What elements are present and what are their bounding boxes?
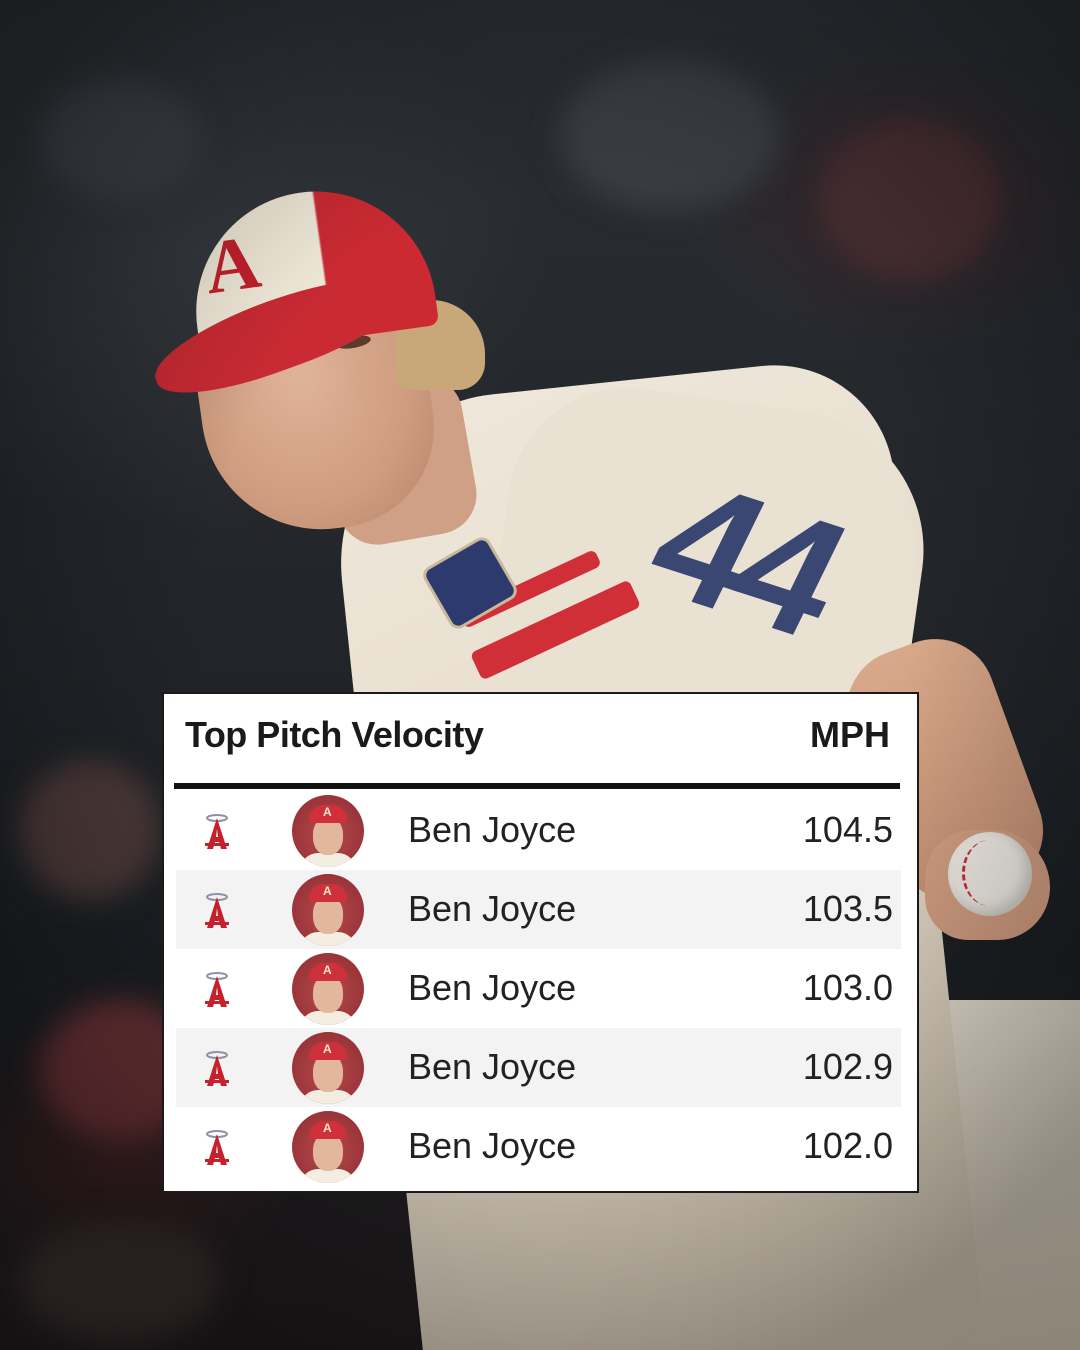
player-name: Ben Joyce [408,809,577,850]
player-avatar [292,953,364,1025]
angels-logo-icon [205,1130,229,1165]
angels-logo-icon [205,814,229,849]
player-avatar [292,1111,364,1183]
card-title: Top Pitch Velocity [185,714,484,755]
table-row: Ben Joyce 102.9 [176,1028,901,1107]
player-name: Ben Joyce [408,1046,577,1087]
velocity-value: 103.5 [802,888,893,929]
velocity-value: 103.0 [802,967,893,1008]
table-row: Ben Joyce 102.0 [176,1107,901,1186]
angels-logo-icon [205,1051,229,1086]
velocity-value: 102.9 [802,1046,893,1087]
header-divider [174,783,900,789]
player-avatar [292,874,364,946]
player-name: Ben Joyce [408,967,577,1008]
player-name: Ben Joyce [408,1125,577,1166]
table-row: Ben Joyce 103.5 [176,870,901,949]
player-name: Ben Joyce [408,888,577,929]
velocity-value: 104.5 [802,809,893,850]
unit-header: MPH [810,714,890,755]
player-avatar [292,795,364,867]
angels-logo-icon [205,893,229,928]
leaderboard-rows: Ben Joyce 104.5 Ben Joyce 103.5 [176,791,901,1186]
velocity-leaderboard-card: Top Pitch Velocity MPH Ben Joyce 104.5 [162,692,919,1193]
player-avatar [292,1032,364,1104]
angels-logo-icon [205,972,229,1007]
velocity-value: 102.0 [802,1125,893,1166]
table-row: Ben Joyce 104.5 [176,791,901,870]
table-row: Ben Joyce 103.0 [176,949,901,1028]
